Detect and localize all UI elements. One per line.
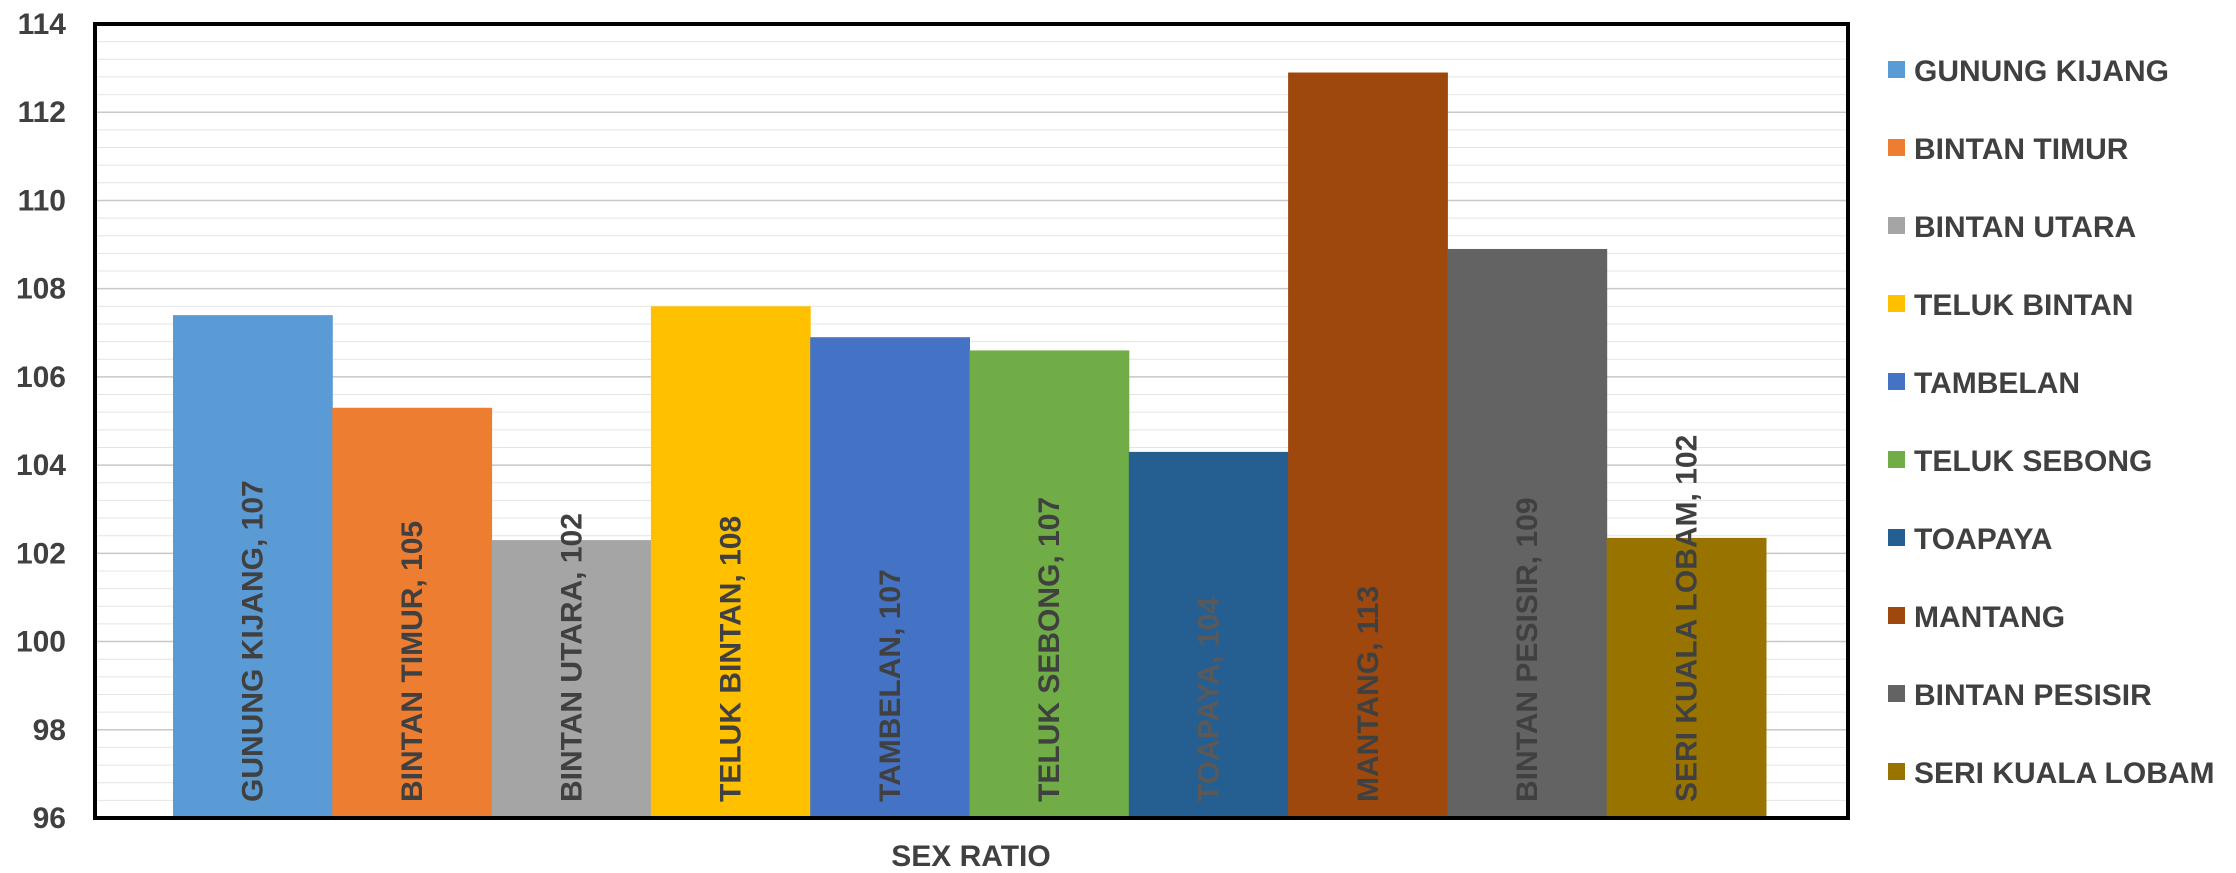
y-tick-label: 104 — [16, 449, 66, 482]
data-label: TELUK BINTAN, 108 — [715, 516, 748, 802]
data-label: MANTANG, 113 — [1352, 586, 1385, 802]
bar — [1288, 72, 1448, 819]
bar — [491, 540, 652, 818]
bar — [1447, 248, 1608, 818]
bar — [173, 315, 333, 818]
legend-label: TOAPAYA — [1914, 523, 2052, 556]
y-tick-label: 110 — [18, 184, 66, 217]
y-tick-label: 96 — [33, 802, 66, 835]
data-labels: GUNUNG KIJANG, 107 BINTAN TIMUR, 105 BINTA… — [237, 435, 1704, 802]
data-label: BINTAN TIMUR, 105 — [396, 521, 429, 802]
legend-swatch — [1888, 685, 1905, 702]
legend-label: TAMBELAN — [1914, 367, 2080, 400]
legend-swatch — [1888, 295, 1905, 312]
y-tick-label: 102 — [16, 537, 66, 570]
legend-label: BINTAN PESISIR — [1914, 679, 2152, 712]
legend-swatch — [1888, 607, 1905, 624]
data-label: SERI KUALA LOBAM, 102 — [1670, 435, 1703, 802]
legend-swatch — [1888, 217, 1905, 234]
data-label: GUNUNG KIJANG, 107 — [237, 480, 270, 802]
bar — [1128, 451, 1289, 818]
y-tick-label: 114 — [18, 8, 67, 41]
data-label: BINTAN PESISIR, 109 — [1511, 497, 1544, 802]
bar — [650, 306, 811, 818]
plot-frame — [93, 22, 1850, 820]
legend-label: BINTAN UTARA — [1914, 211, 2136, 244]
legend-label: MANTANG — [1914, 601, 2065, 634]
legend-swatch — [1888, 529, 1905, 546]
legend-label: GUNUNG KIJANG — [1914, 55, 2169, 88]
legend-label: TELUK SEBONG — [1914, 445, 2152, 478]
data-label: TOAPAYA, 104 — [1192, 597, 1225, 802]
data-label: TAMBELAN, 107 — [874, 569, 907, 802]
y-tick-label: 98 — [33, 714, 66, 747]
legend-swatch — [1888, 139, 1905, 156]
bar — [1606, 537, 1767, 818]
legend-label: BINTAN TIMUR — [1914, 133, 2129, 166]
y-tick-label: 100 — [16, 626, 66, 659]
legend-swatch — [1888, 61, 1905, 78]
bars — [173, 72, 1767, 819]
y-tick-label: 112 — [18, 96, 66, 129]
legend-swatch — [1888, 373, 1905, 390]
legend-swatch — [1888, 451, 1905, 468]
data-label: TELUK SEBONG, 107 — [1033, 497, 1066, 802]
legend: GUNUNG KIJANG BINTAN TIMUR BINTAN UTARA TEL… — [1888, 55, 2215, 790]
bar — [332, 407, 493, 818]
legend-swatch — [1888, 763, 1905, 780]
data-label: BINTAN UTARA, 102 — [555, 513, 588, 802]
bar — [810, 337, 970, 818]
y-tick-label: 108 — [16, 273, 66, 306]
legend-label: TELUK BINTAN — [1914, 289, 2133, 322]
legend-label: SERI KUALA LOBAM — [1914, 757, 2215, 790]
y-axis-ticks: 96 98 100 102 104 106 108 110 112 114 — [16, 8, 66, 835]
x-axis-title: SEX RATIO — [891, 840, 1050, 868]
y-tick-label: 106 — [16, 361, 66, 394]
plot-border — [93, 22, 1850, 820]
bar — [969, 350, 1130, 818]
